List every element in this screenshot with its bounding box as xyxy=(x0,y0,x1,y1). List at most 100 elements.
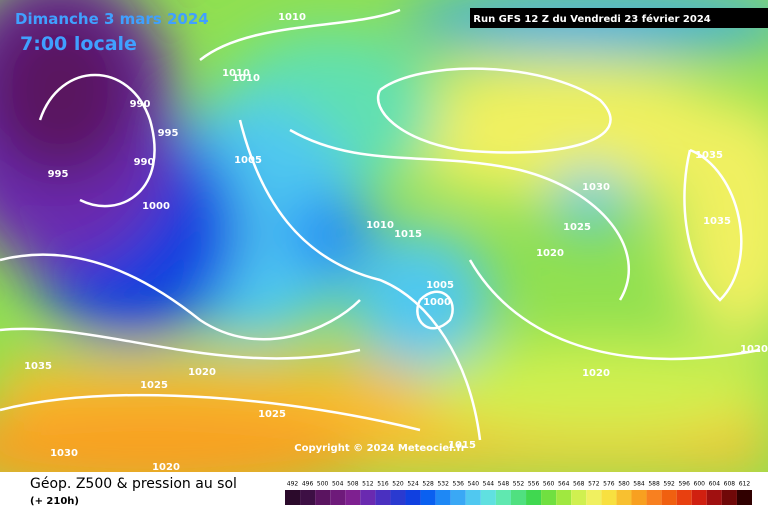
isobar-label: 1000 xyxy=(423,297,451,308)
isobar xyxy=(416,290,454,330)
scale-label: 548 xyxy=(498,481,510,488)
scale-swatch xyxy=(571,490,587,505)
isobar xyxy=(199,8,401,61)
isobar xyxy=(289,128,631,301)
scale-label: 592 xyxy=(663,481,675,488)
scale-swatch xyxy=(315,490,331,505)
scale-label: 500 xyxy=(317,481,329,488)
isobar-label: 1025 xyxy=(258,409,286,420)
isobar-label: 1020 xyxy=(152,462,180,473)
scale-swatch xyxy=(420,490,436,505)
scale-swatch xyxy=(510,490,527,505)
isobar xyxy=(0,253,361,341)
scale-label: 572 xyxy=(588,481,600,488)
scale-swatch xyxy=(541,490,557,505)
scale-label: 604 xyxy=(709,481,721,488)
scale-swatch xyxy=(676,490,692,505)
scale-swatch xyxy=(300,490,316,505)
isobar-label: 1035 xyxy=(695,150,723,161)
scale-label: 576 xyxy=(603,481,615,488)
scale-label: 568 xyxy=(573,481,585,488)
isobar-label: 995 xyxy=(48,169,69,180)
scale-label: 512 xyxy=(362,481,374,488)
scale-label: 508 xyxy=(347,481,359,488)
scale-label: 540 xyxy=(468,481,480,488)
isobar xyxy=(38,73,156,208)
scale-label: 524 xyxy=(407,481,419,488)
isobar xyxy=(468,259,761,361)
scale-label: 588 xyxy=(648,481,660,488)
scale-swatch xyxy=(646,490,662,505)
isobar-label: 1025 xyxy=(563,222,591,233)
scale-swatch xyxy=(390,490,406,505)
scale-swatch xyxy=(435,490,451,505)
isobar xyxy=(683,148,743,302)
scale-swatch xyxy=(526,490,542,505)
isobar xyxy=(0,393,421,432)
scale-swatch xyxy=(601,490,617,505)
scale-label: 492 xyxy=(287,481,299,488)
footer-title: Géop. Z500 & pression au sol xyxy=(30,476,237,492)
scale-label: 516 xyxy=(377,481,389,488)
scale-swatch xyxy=(586,490,602,505)
isobar-label: 1010 xyxy=(278,12,306,23)
isobar-label: 995 xyxy=(158,128,179,139)
isobar-label: 1010 xyxy=(232,73,260,84)
scale-label: 600 xyxy=(694,481,706,488)
scale-swatch xyxy=(375,490,391,505)
isobar-label: 1020 xyxy=(582,368,610,379)
scale-label: 544 xyxy=(483,481,495,488)
scale-swatch xyxy=(631,490,647,505)
scale-label: 560 xyxy=(543,481,555,488)
isobar-label: 1020 xyxy=(740,344,768,355)
isobar-label: 1020 xyxy=(188,367,216,378)
scale-label: 504 xyxy=(332,481,344,488)
scale-label: 528 xyxy=(422,481,434,488)
scale-swatch xyxy=(330,490,346,505)
isobar-label: 1010 xyxy=(222,68,250,79)
run-bar xyxy=(470,8,768,28)
isobar xyxy=(0,327,361,360)
scale-label: 596 xyxy=(678,481,690,488)
scale-swatch xyxy=(450,490,466,505)
scale-swatch xyxy=(405,490,421,505)
scale-label: 532 xyxy=(437,481,449,488)
scale-swatch xyxy=(465,490,481,505)
lead-time: (+ 210h) xyxy=(30,496,79,507)
scale-swatch xyxy=(285,490,301,505)
isobar-label: 1015 xyxy=(448,440,476,451)
scale-swatch xyxy=(360,490,376,505)
scale-label: 536 xyxy=(453,481,465,488)
scale-label: 564 xyxy=(558,481,570,488)
scale-label: 552 xyxy=(513,481,525,488)
scale-swatch xyxy=(495,490,511,505)
scale-swatch xyxy=(706,490,722,505)
isobar-label: 990 xyxy=(134,157,155,168)
copyright: Copyright © 2024 Meteociel.fr xyxy=(294,443,465,454)
field: 1010101010109909959909951000100510101015… xyxy=(0,0,768,473)
scale-label: 608 xyxy=(724,481,736,488)
isobar-label: 1035 xyxy=(24,361,52,372)
scale-swatch xyxy=(661,490,677,505)
isobar-label: 1010 xyxy=(366,220,394,231)
scale-swatch xyxy=(691,490,707,505)
isobar-label: 1025 xyxy=(140,380,168,391)
isobar-label: 1015 xyxy=(394,229,422,240)
run-info: Run GFS 12 Z du Vendredi 23 février 2024 xyxy=(473,13,711,25)
isobar xyxy=(377,67,612,154)
scale-swatch xyxy=(480,490,496,505)
isobar-label: 1005 xyxy=(234,155,262,166)
isobar xyxy=(238,119,482,441)
scale-label: 556 xyxy=(528,481,540,488)
isobar-label: 1030 xyxy=(50,448,78,459)
scale-label: 520 xyxy=(392,481,404,488)
isobar-label: 1035 xyxy=(703,216,731,227)
isobar-label: 1005 xyxy=(426,280,454,291)
scale-swatch xyxy=(556,490,572,505)
isobar-label: 1000 xyxy=(142,201,170,212)
scale-label: 580 xyxy=(618,481,630,488)
isobar-label: 1020 xyxy=(536,248,564,259)
scale-swatch xyxy=(616,490,632,505)
